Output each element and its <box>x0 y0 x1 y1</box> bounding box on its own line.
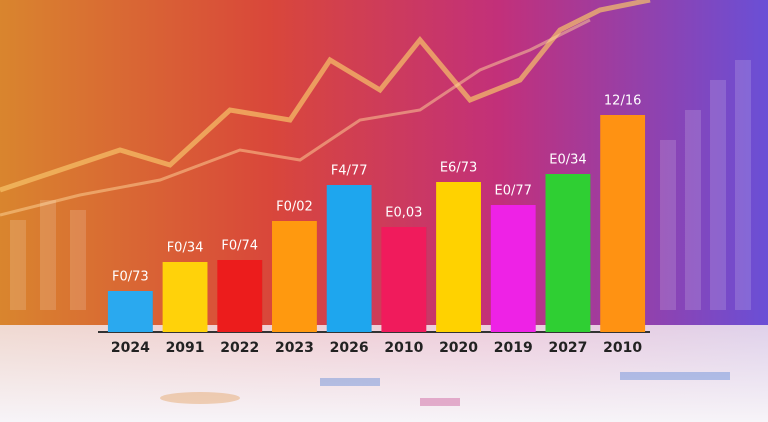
bar <box>272 221 317 332</box>
x-tick-label: 2010 <box>603 340 642 356</box>
bar <box>436 182 481 332</box>
bar-label: F0/02 <box>276 200 313 215</box>
bar <box>545 174 591 332</box>
x-tick-label: 2019 <box>494 340 533 356</box>
x-tick-label: 2020 <box>439 340 478 356</box>
x-tick-label: 2026 <box>330 340 369 356</box>
x-tick-label: 2010 <box>384 340 423 356</box>
bar <box>381 227 427 332</box>
bar-label: 12/16 <box>604 94 641 109</box>
bar-label: F0/34 <box>167 241 204 256</box>
x-tick-label: 2027 <box>548 340 587 356</box>
x-tick-label: 2091 <box>166 340 205 356</box>
bar-label: F0/74 <box>221 239 258 254</box>
bar <box>162 262 208 332</box>
bar-label: F0/73 <box>112 270 149 285</box>
bar-label: E0/34 <box>549 153 586 168</box>
bar <box>600 115 646 332</box>
x-tick-label: 2022 <box>220 340 259 356</box>
x-tick-label: 2024 <box>111 340 150 356</box>
bar <box>490 205 536 332</box>
bar-label: E6/73 <box>440 161 477 176</box>
bar <box>326 185 372 332</box>
bar-label: E0/77 <box>495 184 532 199</box>
bar <box>107 291 153 332</box>
bar-label: E0,03 <box>385 206 422 221</box>
bar-label: F4/77 <box>331 164 368 179</box>
x-tick-label: 2023 <box>275 340 314 356</box>
bar <box>217 260 263 332</box>
